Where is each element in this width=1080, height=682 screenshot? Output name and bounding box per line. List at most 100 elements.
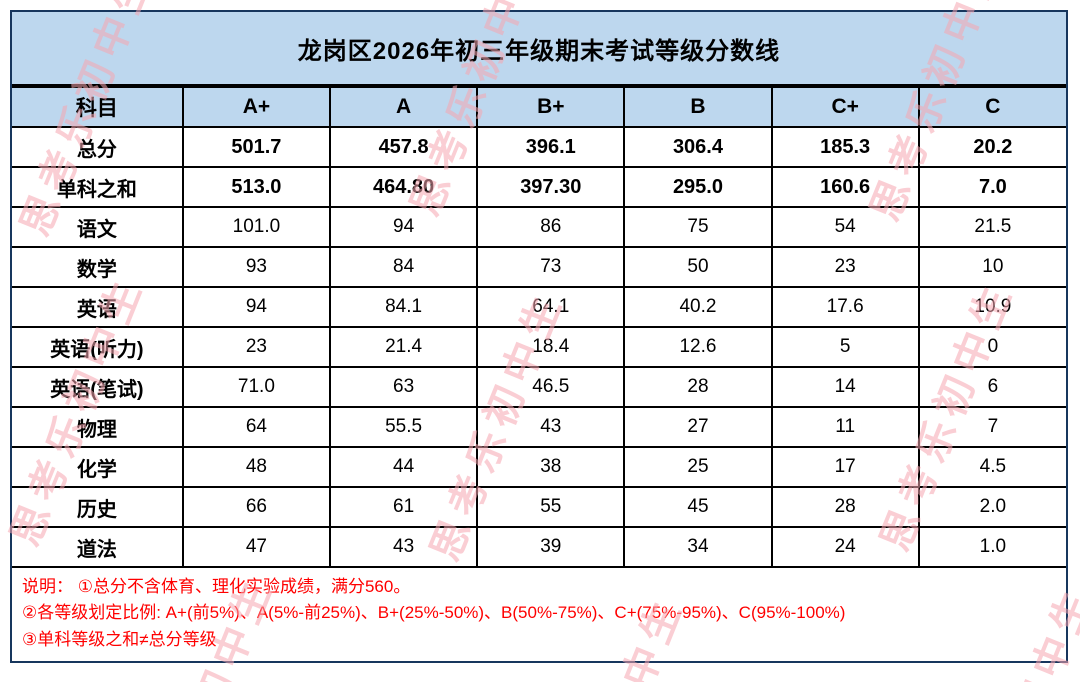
score-cell: 55 bbox=[476, 486, 626, 528]
score-cell: 75 bbox=[623, 206, 773, 248]
table-row: 英语(听力) 23 21.4 18.4 12.6 5 0 bbox=[12, 326, 1066, 368]
score-cell: 64 bbox=[181, 406, 332, 448]
score-cell: 18.4 bbox=[476, 326, 626, 368]
score-cell: 21.4 bbox=[328, 326, 479, 368]
table-row: 英语(笔试) 71.0 63 46.5 28 14 6 bbox=[12, 366, 1066, 408]
score-cell: 86 bbox=[476, 206, 626, 248]
score-cell: 38 bbox=[476, 446, 626, 488]
table-row: 单科之和 513.0 464.80 397.30 295.0 160.6 7.0 bbox=[12, 166, 1066, 208]
column-header-b: B bbox=[623, 86, 773, 128]
score-cell: 397.30 bbox=[476, 166, 626, 208]
score-cell: 5 bbox=[770, 326, 920, 368]
table-row: 总分 501.7 457.8 396.1 306.4 185.3 20.2 bbox=[12, 126, 1066, 168]
score-cell: 185.3 bbox=[770, 126, 920, 168]
table-row: 物理 64 55.5 43 27 11 7 bbox=[12, 406, 1066, 448]
score-cell: 4.5 bbox=[917, 446, 1066, 488]
row-label: 道法 bbox=[12, 526, 184, 568]
score-cell: 12.6 bbox=[623, 326, 773, 368]
note-line: ③单科等级之和≠总分等级 bbox=[22, 629, 217, 649]
score-cell: 457.8 bbox=[328, 126, 479, 168]
table-frame: 龙岗区2026年初三年级期末考试等级分数线 科目 A+ A B+ B C+ C … bbox=[10, 10, 1068, 664]
row-label: 物理 bbox=[12, 406, 184, 448]
score-cell: 24 bbox=[770, 526, 920, 568]
column-header-subject: 科目 bbox=[12, 86, 184, 128]
table-row: 语文 101.0 94 86 75 54 21.5 bbox=[12, 206, 1066, 248]
score-cell: 464.80 bbox=[328, 166, 479, 208]
score-cell: 28 bbox=[770, 486, 920, 528]
column-header-c: C bbox=[917, 86, 1066, 128]
table-row: 道法 47 43 39 34 24 1.0 bbox=[12, 526, 1066, 568]
score-cell: 7 bbox=[917, 406, 1066, 448]
score-cell: 71.0 bbox=[181, 366, 332, 408]
score-cell: 27 bbox=[623, 406, 773, 448]
score-cell: 10 bbox=[917, 246, 1066, 288]
score-cell: 84 bbox=[328, 246, 479, 288]
score-cell: 10.9 bbox=[917, 286, 1066, 328]
column-header-c-plus: C+ bbox=[770, 86, 920, 128]
score-cell: 2.0 bbox=[917, 486, 1066, 528]
score-cell: 94 bbox=[181, 286, 332, 328]
table-row: 化学 48 44 38 25 17 4.5 bbox=[12, 446, 1066, 488]
score-cell: 306.4 bbox=[623, 126, 773, 168]
score-cell: 40.2 bbox=[623, 286, 773, 328]
score-cell: 101.0 bbox=[181, 206, 332, 248]
header-row: 科目 A+ A B+ B C+ C bbox=[12, 86, 1066, 128]
score-cell: 93 bbox=[181, 246, 332, 288]
score-cell: 23 bbox=[770, 246, 920, 288]
score-cell: 28 bbox=[623, 366, 773, 408]
score-cell: 160.6 bbox=[770, 166, 920, 208]
score-cell: 43 bbox=[476, 406, 626, 448]
score-cell: 45 bbox=[623, 486, 773, 528]
score-cell: 21.5 bbox=[917, 206, 1066, 248]
score-cell: 25 bbox=[623, 446, 773, 488]
score-cell: 84.1 bbox=[328, 286, 479, 328]
column-header-a-plus: A+ bbox=[181, 86, 332, 128]
row-label: 单科之和 bbox=[12, 166, 184, 208]
score-cell: 63 bbox=[328, 366, 479, 408]
score-table: 科目 A+ A B+ B C+ C 总分 501.7 457.8 396.1 3… bbox=[12, 86, 1066, 568]
note-line: ②各等级划定比例: A+(前5%)、A(5%-前25%)、B+(25%-50%)… bbox=[22, 603, 846, 623]
row-label: 数学 bbox=[12, 246, 184, 288]
score-cell: 64.1 bbox=[476, 286, 626, 328]
score-cell: 20.2 bbox=[917, 126, 1066, 168]
row-label: 总分 bbox=[12, 126, 184, 168]
score-cell: 17 bbox=[770, 446, 920, 488]
score-cell: 61 bbox=[328, 486, 479, 528]
score-cell: 17.6 bbox=[770, 286, 920, 328]
score-cell: 66 bbox=[181, 486, 332, 528]
score-cell: 501.7 bbox=[181, 126, 332, 168]
score-cell: 44 bbox=[328, 446, 479, 488]
score-cell: 0 bbox=[917, 326, 1066, 368]
row-label: 历史 bbox=[12, 486, 184, 528]
row-label: 英语(笔试) bbox=[12, 366, 184, 408]
table-row: 历史 66 61 55 45 28 2.0 bbox=[12, 486, 1066, 528]
score-cell: 47 bbox=[181, 526, 332, 568]
score-cell: 23 bbox=[181, 326, 332, 368]
score-cell: 39 bbox=[476, 526, 626, 568]
table-row: 数学 93 84 73 50 23 10 bbox=[12, 246, 1066, 288]
score-cell: 513.0 bbox=[181, 166, 332, 208]
score-cell: 94 bbox=[328, 206, 479, 248]
score-cell: 295.0 bbox=[623, 166, 773, 208]
notes-section: 说明： ①总分不含体育、理化实验成绩，满分560。 ②各等级划定比例: A+(前… bbox=[12, 568, 1066, 662]
score-cell: 396.1 bbox=[476, 126, 626, 168]
score-cell: 34 bbox=[623, 526, 773, 568]
score-cell: 7.0 bbox=[917, 166, 1066, 208]
score-cell: 48 bbox=[181, 446, 332, 488]
row-label: 语文 bbox=[12, 206, 184, 248]
row-label: 化学 bbox=[12, 446, 184, 488]
score-cell: 55.5 bbox=[328, 406, 479, 448]
score-cell: 43 bbox=[328, 526, 479, 568]
column-header-a: A bbox=[328, 86, 479, 128]
score-cell: 11 bbox=[770, 406, 920, 448]
note-line: 说明： ①总分不含体育、理化实验成绩，满分560。 bbox=[22, 577, 411, 596]
row-label: 英语(听力) bbox=[12, 326, 184, 368]
table-row: 英语 94 84.1 64.1 40.2 17.6 10.9 bbox=[12, 286, 1066, 328]
score-cell: 73 bbox=[476, 246, 626, 288]
row-label: 英语 bbox=[12, 286, 184, 328]
score-cell: 50 bbox=[623, 246, 773, 288]
score-cell: 54 bbox=[770, 206, 920, 248]
score-cell: 46.5 bbox=[476, 366, 626, 408]
score-cell: 1.0 bbox=[917, 526, 1066, 568]
